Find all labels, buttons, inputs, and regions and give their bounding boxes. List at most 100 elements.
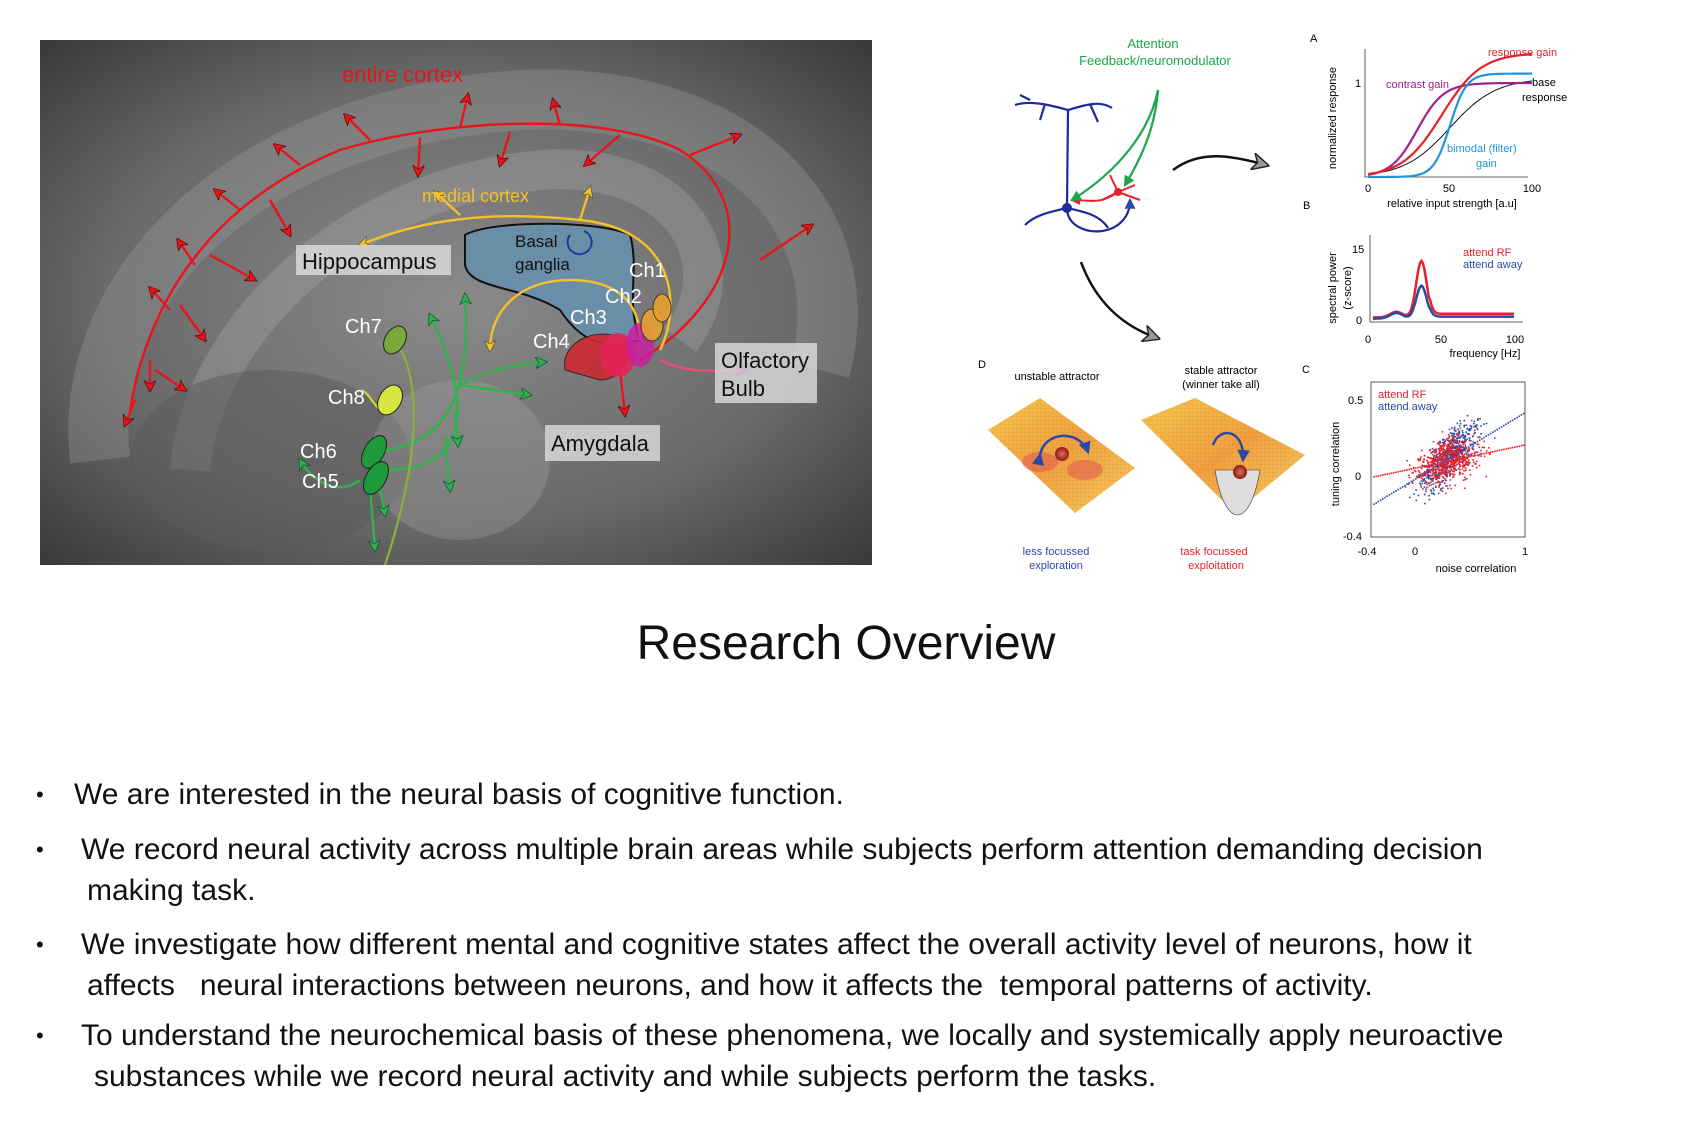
scatter-point (1472, 448, 1475, 451)
scatter-point (1452, 437, 1455, 440)
scatter-point (1459, 451, 1461, 454)
scatter-point (1467, 461, 1469, 463)
scatter-point (1445, 471, 1448, 473)
scatter-point (1441, 480, 1443, 482)
scatter-point (1456, 422, 1459, 425)
scatter-point (1429, 471, 1432, 473)
scatter-point (1434, 458, 1436, 460)
scatter-point (1461, 459, 1464, 462)
scatter-point (1471, 448, 1474, 450)
scatter-point (1449, 441, 1452, 444)
scatter-point (1498, 427, 1501, 430)
scatter-point (1446, 448, 1448, 450)
scatter-point (1454, 450, 1457, 453)
scatter-point (1435, 475, 1437, 478)
scatter-point (1480, 425, 1482, 427)
scatter-point (1420, 477, 1423, 479)
scatter-point (1440, 453, 1442, 455)
scatter-point (1428, 475, 1431, 477)
scatter-point (1457, 451, 1460, 453)
label-olfactory-2: Bulb (721, 376, 765, 401)
scatter-point (1426, 459, 1428, 462)
scatter-point (1468, 429, 1471, 432)
scatter-point (1413, 469, 1416, 472)
label-gain: gain (1476, 158, 1497, 170)
label-ch1: Ch1 (629, 260, 666, 282)
scatter-point (1476, 443, 1479, 445)
scatter-point (1444, 477, 1446, 480)
scatter-point (1463, 425, 1465, 428)
scatter-point (1459, 444, 1462, 446)
scatter-point (1426, 468, 1428, 471)
scatter-point (1489, 453, 1491, 456)
scatter-point (1433, 489, 1435, 492)
scatter-point (1439, 449, 1442, 452)
scatter-point (1441, 487, 1444, 489)
scatter-point (1494, 430, 1496, 432)
scatter-point (1451, 438, 1454, 441)
scatter-point (1428, 494, 1430, 497)
scatter-point (1450, 459, 1452, 462)
scatter-point (1397, 470, 1399, 473)
scatter-point (1436, 475, 1439, 478)
scatter-point (1427, 473, 1430, 476)
scatter-point (1452, 475, 1455, 477)
scatter-point (1458, 441, 1461, 444)
scatter-point (1468, 437, 1471, 440)
scatter-point (1430, 481, 1432, 483)
scatter-point (1419, 459, 1421, 461)
arrow-right-icon (1172, 156, 1266, 172)
scatter-point (1443, 451, 1445, 453)
scatter-point (1426, 471, 1428, 474)
scatter-point (1478, 464, 1481, 467)
scatter-point (1503, 424, 1505, 427)
scatter-point (1458, 463, 1460, 465)
scatter-point (1441, 469, 1444, 472)
scatter-point (1464, 441, 1466, 443)
scatter-point (1411, 480, 1414, 483)
scatter-point (1375, 502, 1377, 504)
scatter-point (1472, 441, 1475, 443)
scatter-point (1423, 486, 1426, 488)
scatter-point (1425, 481, 1428, 484)
scatter-point (1460, 435, 1463, 437)
scatter-point (1436, 442, 1439, 445)
scatter-point (1431, 464, 1434, 466)
scatter-point (1451, 459, 1453, 461)
scatter-point (1465, 431, 1468, 434)
scatter-point (1444, 473, 1446, 476)
panel-b-legend-attend-rf: attend RF (1463, 247, 1512, 259)
scatter-point (1472, 435, 1475, 437)
scatter-point (1442, 448, 1445, 451)
scatter-point (1439, 444, 1441, 447)
scatter-point (1451, 445, 1454, 447)
scatter-point (1441, 456, 1443, 458)
scatter-point (1446, 476, 1448, 478)
scatter-point (1453, 429, 1456, 431)
scatter-point (1466, 463, 1469, 466)
scatter-point (1446, 460, 1449, 462)
scatter-point (1433, 463, 1436, 465)
scatter-point (1462, 442, 1464, 445)
scatter-point (1436, 454, 1438, 456)
scatter-point (1443, 461, 1446, 463)
scatter-point (1474, 431, 1476, 434)
scatter-point (1498, 449, 1501, 452)
scatter-point (1430, 457, 1432, 459)
scatter-point (1462, 436, 1465, 439)
scatter-point (1436, 459, 1439, 461)
scatter-point (1445, 449, 1448, 452)
nuclei (361, 230, 672, 495)
scatter-point (1447, 443, 1450, 445)
scatter-point (1456, 433, 1458, 436)
scatter-point (1430, 463, 1432, 466)
scatter-point (1451, 473, 1454, 476)
scatter-point (1479, 417, 1481, 420)
scatter-point (1461, 441, 1463, 444)
scatter-point (1434, 466, 1437, 468)
scatter-point (1431, 474, 1434, 477)
scatter-point (1473, 426, 1475, 428)
scatter-point (1432, 471, 1434, 473)
scatter-point (1460, 445, 1463, 448)
scatter-point (1454, 430, 1457, 432)
